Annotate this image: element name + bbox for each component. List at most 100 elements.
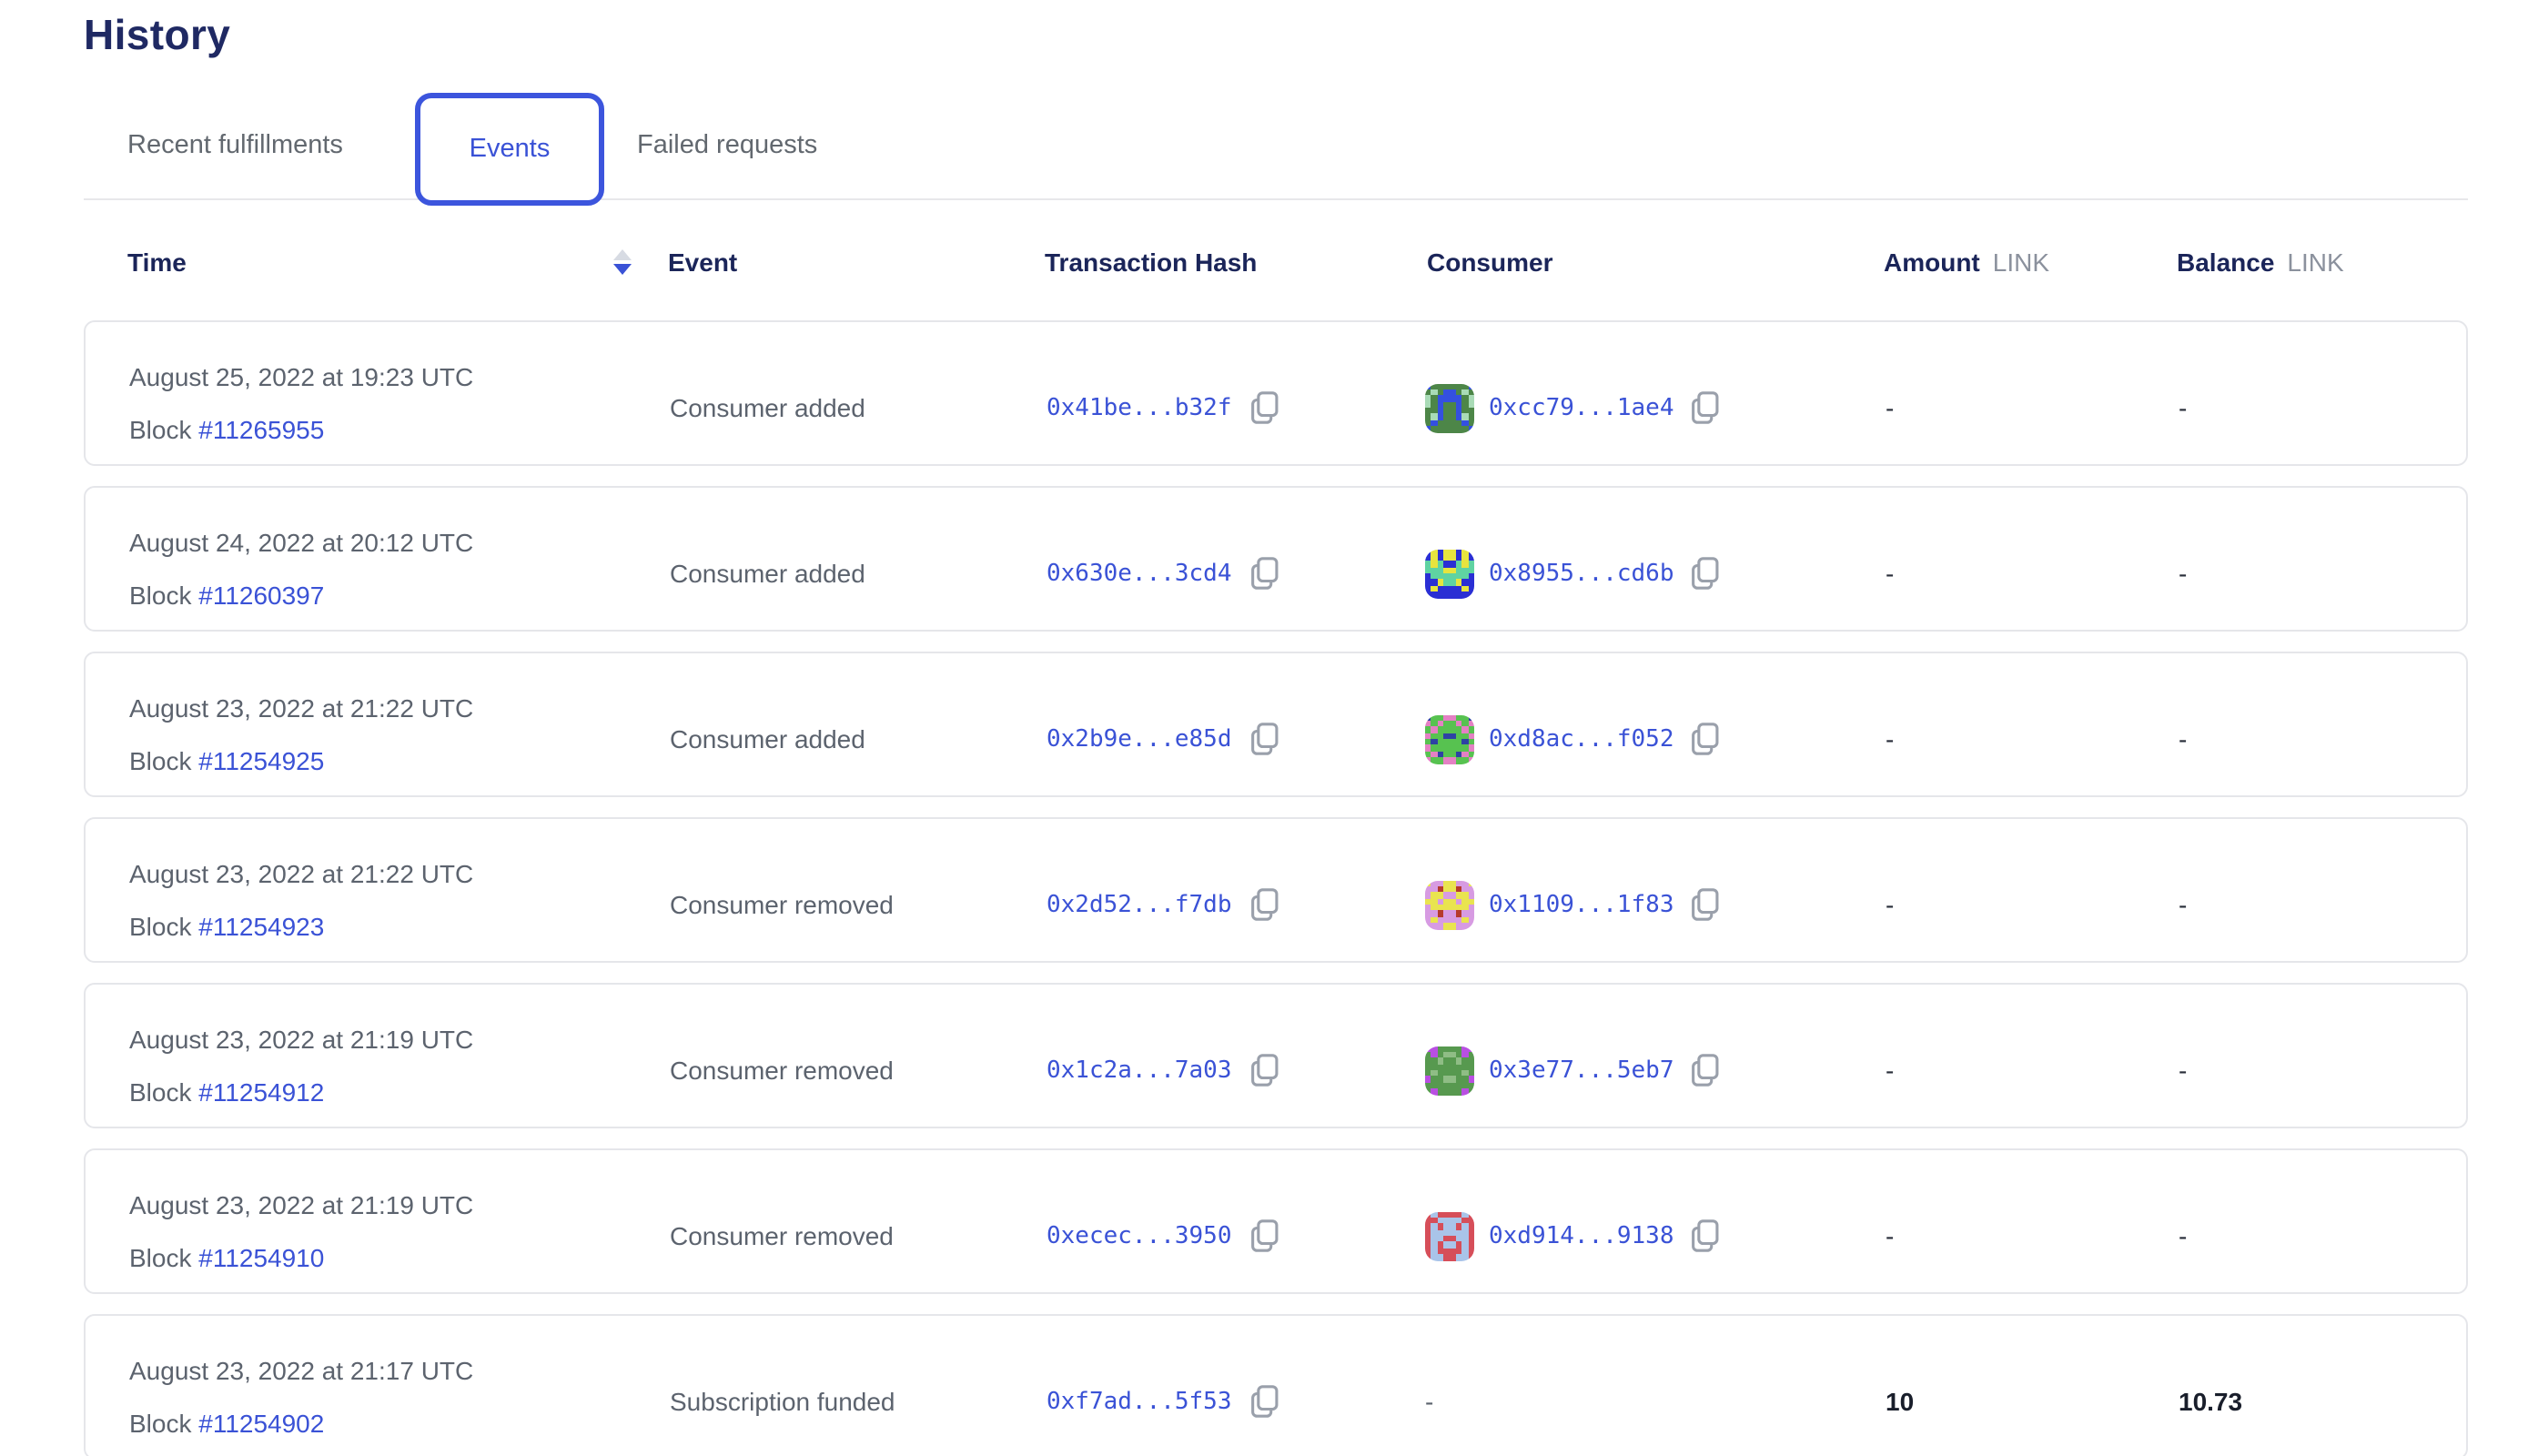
transaction-hash-cell: 0xecec...3950 (1047, 1150, 1279, 1307)
consumer-cell-content: 0xd914...9138 (1425, 1211, 1720, 1260)
amount-cell: - (1886, 1150, 1894, 1307)
amount-value: - (1886, 559, 1895, 588)
block-line: Block #11254912 (129, 1067, 324, 1115)
copy-icon[interactable] (1689, 1218, 1720, 1254)
block-label: Block (129, 911, 192, 940)
column-header-transaction-hash: Transaction Hash (1045, 248, 1258, 277)
copy-icon[interactable] (1249, 1052, 1279, 1088)
balance-value: 10.73 (2179, 1387, 2243, 1416)
consumer-avatar (1425, 1211, 1474, 1260)
event-cell: Consumer added (670, 488, 865, 644)
time-cell: August 23, 2022 at 21:19 UTC Block #1125… (129, 1150, 473, 1301)
consumer-address-link[interactable]: 0x8955...cd6b (1489, 560, 1674, 587)
transaction-hash-link[interactable]: 0xecec...3950 (1047, 1222, 1232, 1249)
consumer-avatar (1425, 880, 1474, 929)
copy-icon[interactable] (1249, 389, 1279, 426)
block-number-link[interactable]: #11254910 (198, 1242, 325, 1271)
event-label: Subscription funded (670, 1387, 895, 1416)
transaction-hash-link[interactable]: 0x2d52...f7db (1047, 891, 1232, 918)
balance-cell: - (2179, 1150, 2187, 1307)
copy-icon[interactable] (1249, 1218, 1279, 1254)
block-number-link[interactable]: #11260397 (198, 580, 325, 609)
tabs-divider (84, 198, 2468, 200)
table-row: August 25, 2022 at 19:23 UTC Block #1126… (84, 320, 2468, 466)
table-row: August 23, 2022 at 21:17 UTC Block #1125… (84, 1314, 2468, 1456)
table-row: August 23, 2022 at 21:19 UTC Block #1125… (84, 983, 2468, 1128)
balance-cell: - (2179, 653, 2187, 810)
copy-icon[interactable] (1249, 555, 1279, 592)
time-cell: August 23, 2022 at 21:17 UTC Block #1125… (129, 1316, 473, 1456)
column-header-time[interactable]: Time (127, 248, 187, 277)
balance-cell: - (2179, 985, 2187, 1141)
event-label: Consumer added (670, 724, 865, 753)
time-cell: August 23, 2022 at 21:22 UTC Block #1125… (129, 819, 473, 970)
copy-icon[interactable] (1689, 555, 1720, 592)
block-number-link[interactable]: #11265955 (198, 414, 325, 443)
event-cell: Consumer removed (670, 985, 894, 1141)
event-cell: Consumer removed (670, 819, 894, 976)
event-cell: Subscription funded (670, 1316, 895, 1456)
tab-failed-requests[interactable]: Failed requests (637, 131, 818, 160)
copy-icon[interactable] (1689, 1052, 1720, 1088)
consumer-address-link[interactable]: 0xcc79...1ae4 (1489, 394, 1674, 421)
event-cell: Consumer added (670, 322, 865, 479)
consumer-address-link[interactable]: 0x1109...1f83 (1489, 891, 1674, 918)
block-label: Block (129, 580, 192, 609)
transaction-hash-cell: 0x2b9e...e85d (1047, 653, 1279, 810)
consumer-avatar (1425, 714, 1474, 763)
transaction-hash-cell: 0xf7ad...5f53 (1047, 1316, 1279, 1456)
amount-cell: - (1886, 488, 1894, 644)
consumer-cell-content: 0x1109...1f83 (1425, 880, 1720, 929)
amount-cell: - (1886, 322, 1894, 479)
consumer-avatar (1425, 383, 1474, 432)
tab-events[interactable]: Events (415, 93, 604, 206)
event-cell: Consumer added (670, 653, 865, 810)
consumer-address-link[interactable]: 0x3e77...5eb7 (1489, 1057, 1674, 1084)
table-row: August 23, 2022 at 21:22 UTC Block #1125… (84, 652, 2468, 797)
row-date: August 23, 2022 at 21:19 UTC (129, 1024, 474, 1053)
copy-icon[interactable] (1249, 886, 1279, 923)
block-label: Block (129, 1408, 192, 1437)
balance-cell: - (2179, 819, 2187, 976)
tab-recent-fulfillments[interactable]: Recent fulfillments (127, 131, 343, 160)
amount-value: - (1886, 890, 1895, 919)
amount-cell: 10 (1886, 1316, 1914, 1456)
copy-icon[interactable] (1689, 721, 1720, 757)
copy-icon[interactable] (1249, 721, 1279, 757)
consumer-address-link[interactable]: 0xd8ac...f052 (1489, 725, 1674, 753)
transaction-hash-link[interactable]: 0x630e...3cd4 (1047, 560, 1232, 587)
block-number-link[interactable]: #11254902 (198, 1408, 325, 1437)
transaction-hash-link[interactable]: 0xf7ad...5f53 (1047, 1388, 1232, 1415)
transaction-hash-link[interactable]: 0x2b9e...e85d (1047, 725, 1232, 753)
event-label: Consumer removed (670, 1056, 894, 1085)
consumer-address-link[interactable]: 0xd914...9138 (1489, 1222, 1674, 1249)
balance-cell: - (2179, 488, 2187, 644)
block-number-link[interactable]: #11254912 (198, 1077, 325, 1106)
transaction-hash-link[interactable]: 0x1c2a...7a03 (1047, 1057, 1232, 1084)
page-title: History (84, 11, 231, 58)
amount-value: 10 (1886, 1387, 1915, 1416)
copy-icon[interactable] (1689, 389, 1720, 426)
amount-cell: - (1886, 985, 1894, 1141)
block-label: Block (129, 745, 192, 774)
block-label: Block (129, 1077, 192, 1106)
sort-up-arrow (613, 249, 632, 260)
tab-events-label: Events (469, 135, 551, 164)
copy-icon[interactable] (1689, 886, 1720, 923)
block-number-link[interactable]: #11254925 (198, 745, 325, 774)
block-line: Block #11254923 (129, 902, 324, 949)
event-label: Consumer removed (670, 1221, 894, 1250)
consumer-cell: 0x8955...cd6b (1425, 488, 1720, 644)
balance-cell: 10.73 (2179, 1316, 2242, 1456)
amount-unit-label: LINK (1992, 248, 2050, 277)
consumer-cell: 0xd8ac...f052 (1425, 653, 1720, 810)
copy-icon[interactable] (1249, 1383, 1279, 1420)
transaction-hash-cell: 0x1c2a...7a03 (1047, 985, 1279, 1141)
consumer-cell: 0x3e77...5eb7 (1425, 985, 1720, 1141)
block-number-link[interactable]: #11254923 (198, 911, 325, 940)
time-cell: August 23, 2022 at 21:22 UTC Block #1125… (129, 653, 473, 804)
sort-descending-icon[interactable] (613, 249, 632, 275)
transaction-hash-link[interactable]: 0x41be...b32f (1047, 394, 1232, 421)
balance-value: - (2179, 1221, 2188, 1250)
